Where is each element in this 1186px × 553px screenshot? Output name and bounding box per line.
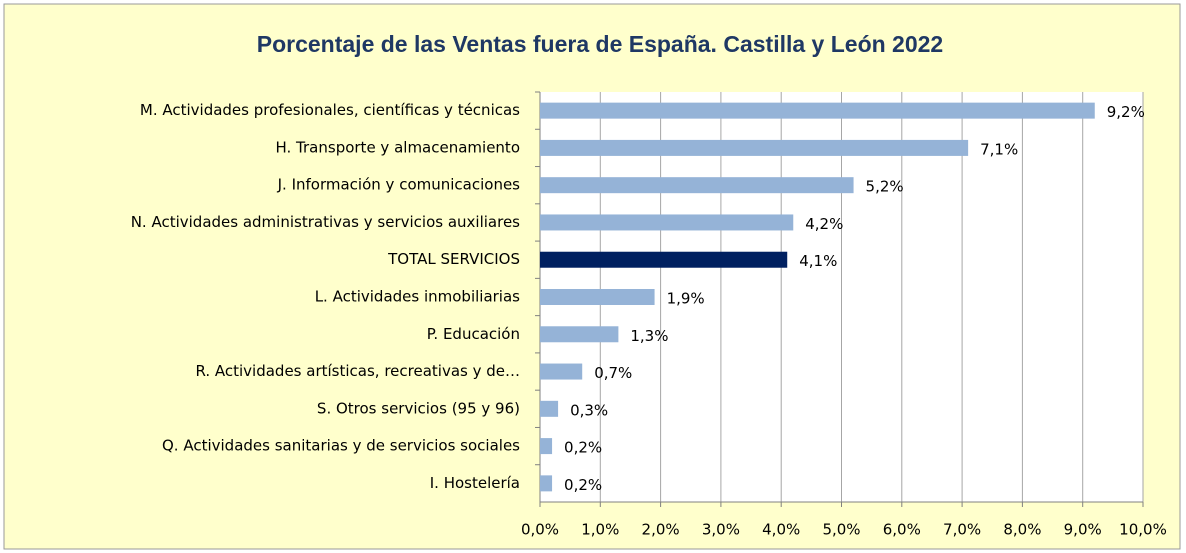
bar bbox=[540, 102, 1095, 119]
y-tick-label: M. Actividades profesionales, científica… bbox=[140, 101, 520, 119]
x-tick-label: 7,0% bbox=[943, 521, 981, 539]
y-tick-label: S. Otros servicios (95 y 96) bbox=[317, 399, 520, 417]
data-label: 0,7% bbox=[594, 364, 632, 382]
data-label: 1,9% bbox=[667, 290, 705, 308]
y-tick-label: J. Información y comunicaciones bbox=[277, 176, 521, 194]
data-label: 9,2% bbox=[1107, 103, 1145, 121]
data-label: 0,2% bbox=[564, 439, 602, 457]
bar bbox=[540, 177, 854, 194]
x-tick-label: 9,0% bbox=[1064, 521, 1102, 539]
y-tick-label: R. Actividades artísticas, recreativas y… bbox=[195, 362, 520, 380]
x-tick-label: 8,0% bbox=[1003, 521, 1041, 539]
x-tick-label: 6,0% bbox=[883, 521, 921, 539]
data-label: 4,1% bbox=[799, 252, 837, 270]
bar bbox=[540, 363, 583, 380]
x-tick-label: 1,0% bbox=[581, 521, 619, 539]
y-tick-label: H. Transporte y almacenamiento bbox=[276, 138, 521, 156]
y-tick-label: TOTAL SERVICIOS bbox=[387, 250, 520, 268]
chart-title: Porcentaje de las Ventas fuera de España… bbox=[257, 31, 943, 57]
data-label: 5,2% bbox=[866, 178, 904, 196]
data-label: 4,2% bbox=[805, 215, 843, 233]
bar bbox=[540, 326, 619, 343]
bar bbox=[540, 251, 788, 268]
y-tick-label: L. Actividades inmobiliarias bbox=[315, 288, 520, 306]
y-tick-label: Q. Actividades sanitarias y de servicios… bbox=[162, 437, 520, 455]
x-tick-label: 3,0% bbox=[702, 521, 740, 539]
bar bbox=[540, 139, 969, 156]
y-tick-label: I. Hostelería bbox=[430, 474, 520, 492]
bar bbox=[540, 400, 559, 417]
bar bbox=[540, 475, 553, 492]
data-label: 0,3% bbox=[570, 401, 608, 419]
x-tick-label: 0,0% bbox=[521, 521, 559, 539]
data-label: 7,1% bbox=[980, 140, 1018, 158]
y-tick-label: P. Educación bbox=[427, 325, 520, 343]
y-tick-label: N. Actividades administrativas y servici… bbox=[131, 213, 520, 231]
x-tick-label: 2,0% bbox=[642, 521, 680, 539]
data-label: 0,2% bbox=[564, 476, 602, 494]
bar bbox=[540, 438, 553, 455]
bar bbox=[540, 214, 794, 231]
x-tick-label: 4,0% bbox=[762, 521, 800, 539]
data-label: 1,3% bbox=[630, 327, 668, 345]
bar bbox=[540, 289, 655, 305]
x-tick-label: 10,0% bbox=[1119, 521, 1167, 539]
x-tick-label: 5,0% bbox=[822, 521, 860, 539]
